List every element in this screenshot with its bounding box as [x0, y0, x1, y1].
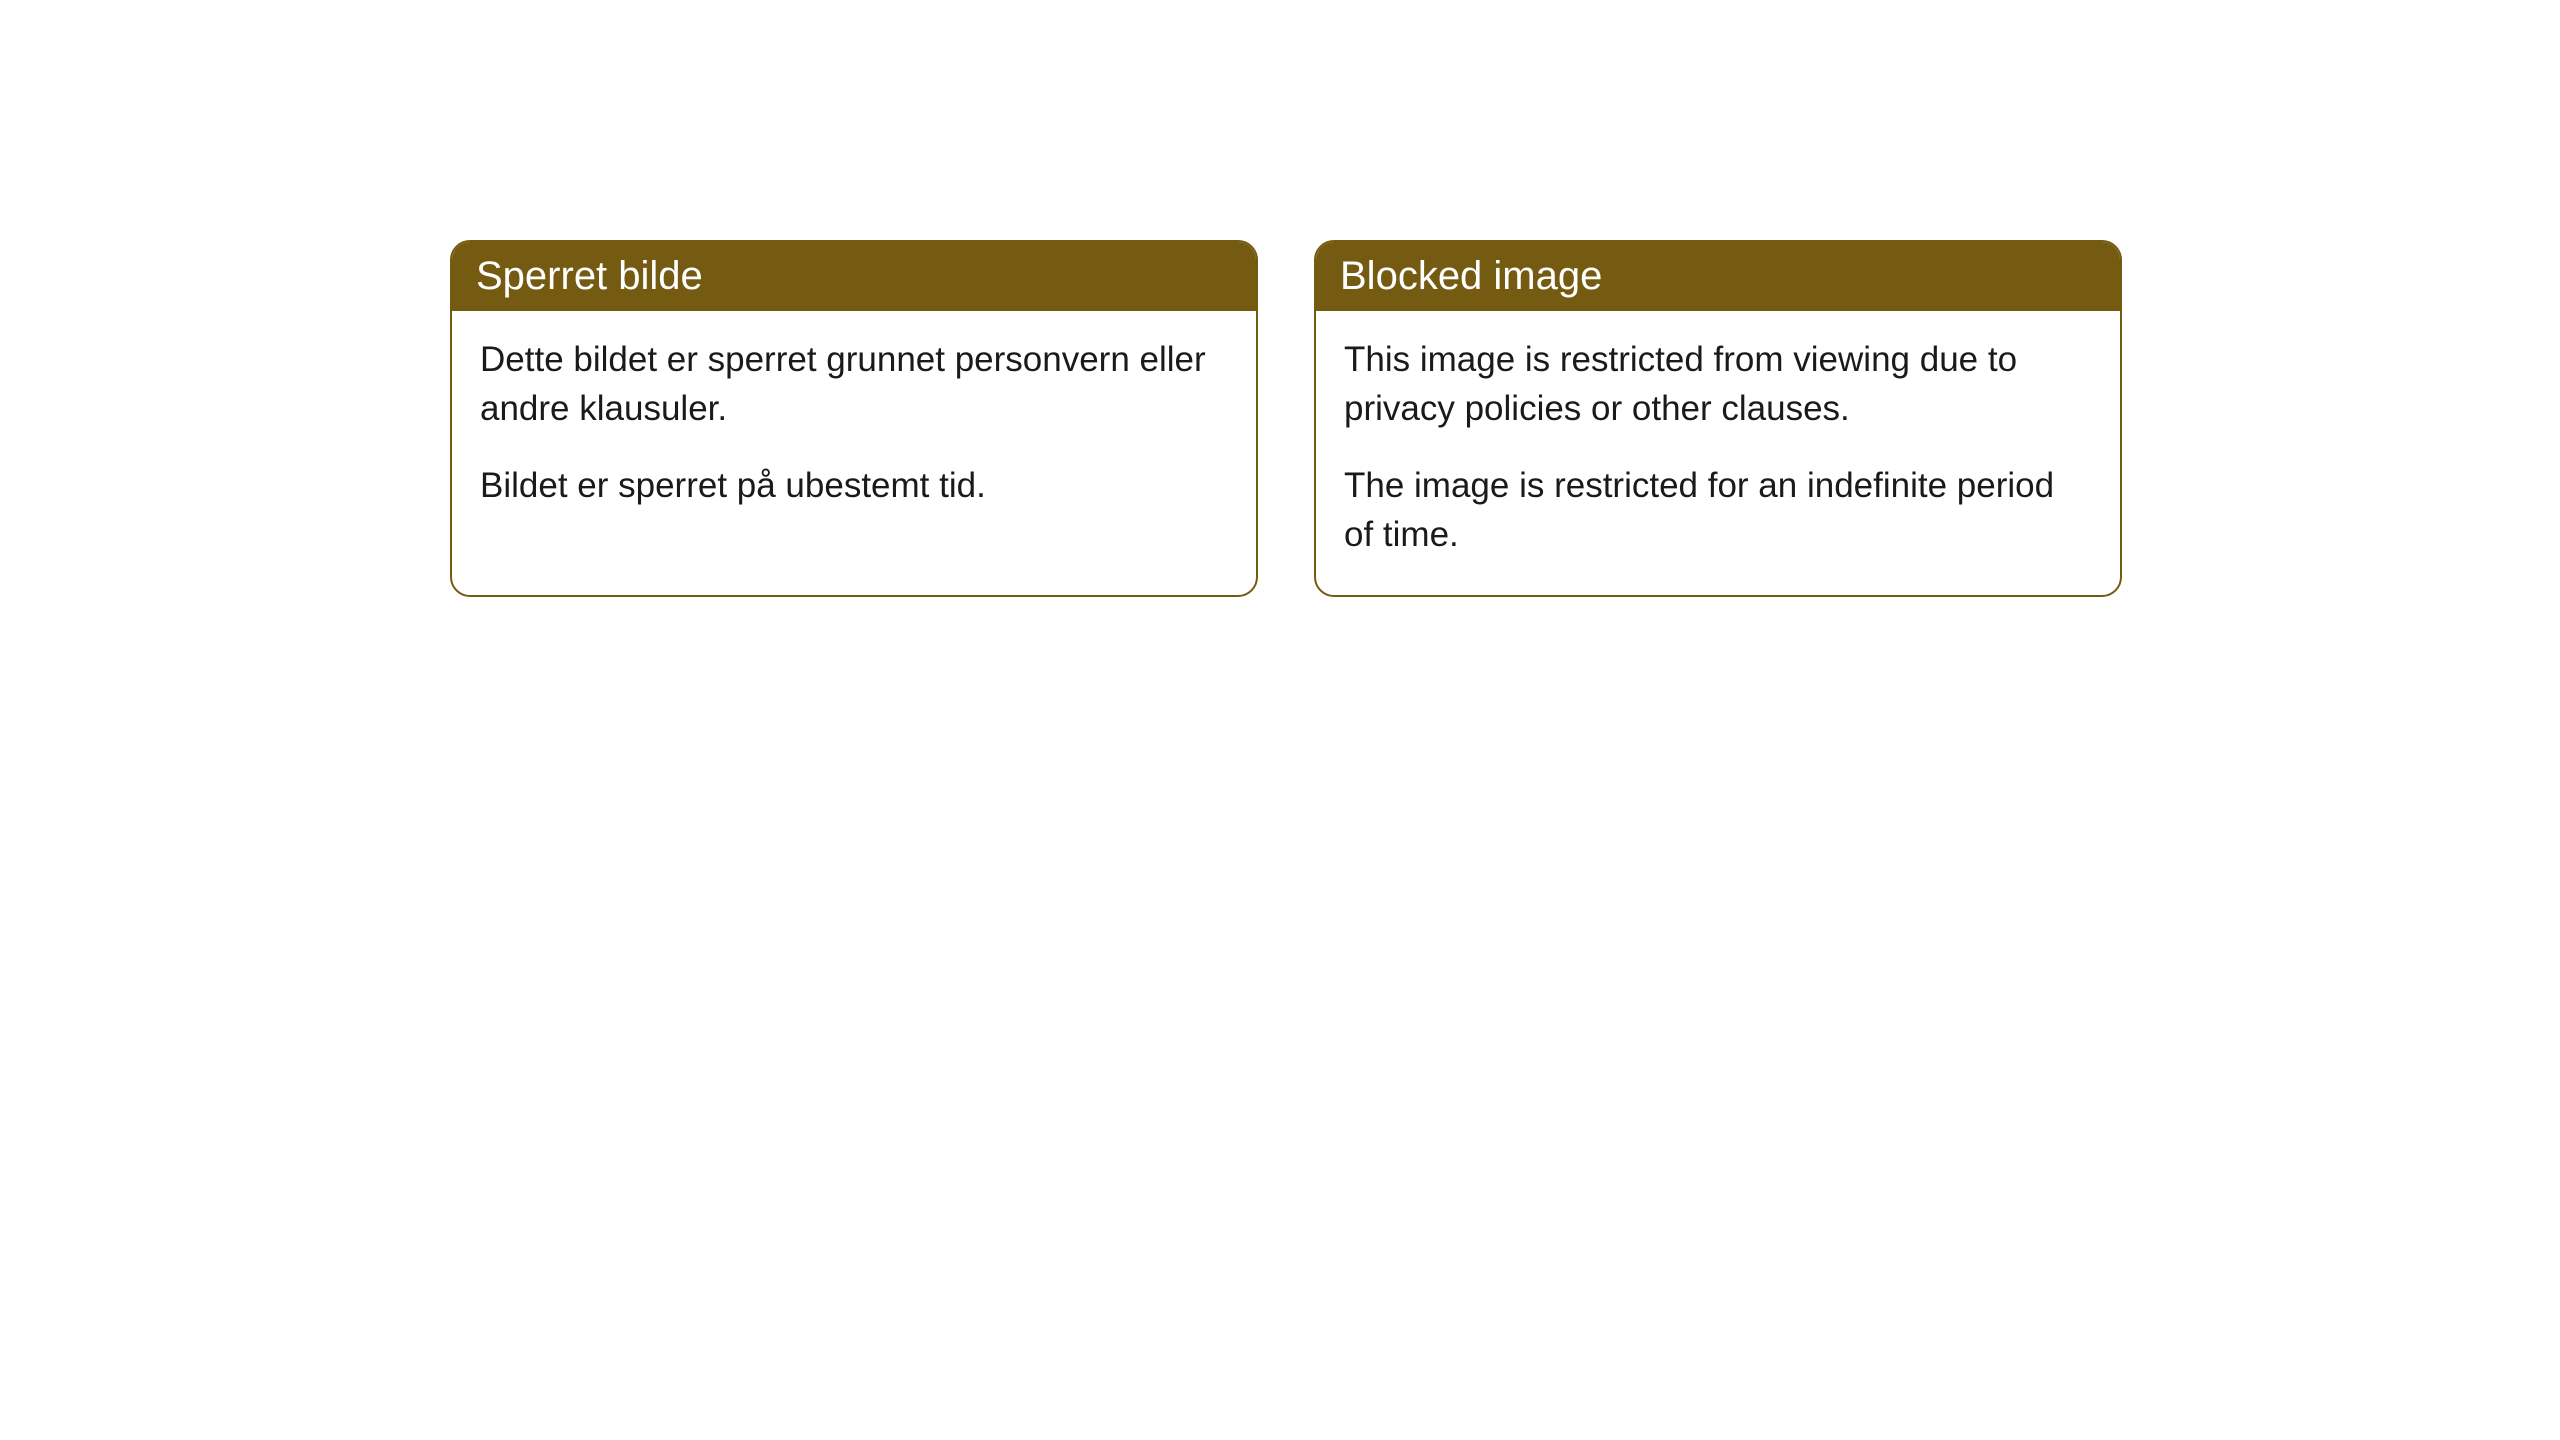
card-header: Sperret bilde	[452, 242, 1256, 311]
card-header: Blocked image	[1316, 242, 2120, 311]
card-body: This image is restricted from viewing du…	[1316, 311, 2120, 595]
blocked-image-card-en: Blocked image This image is restricted f…	[1314, 240, 2122, 597]
card-text-line-2: Bildet er sperret på ubestemt tid.	[480, 461, 1228, 510]
card-text-line-2: The image is restricted for an indefinit…	[1344, 461, 2092, 559]
notice-cards-container: Sperret bilde Dette bildet er sperret gr…	[450, 240, 2122, 597]
blocked-image-card-no: Sperret bilde Dette bildet er sperret gr…	[450, 240, 1258, 597]
card-body: Dette bildet er sperret grunnet personve…	[452, 311, 1256, 546]
card-text-line-1: This image is restricted from viewing du…	[1344, 335, 2092, 433]
card-title: Blocked image	[1340, 254, 1602, 298]
card-text-line-1: Dette bildet er sperret grunnet personve…	[480, 335, 1228, 433]
card-title: Sperret bilde	[476, 254, 703, 298]
